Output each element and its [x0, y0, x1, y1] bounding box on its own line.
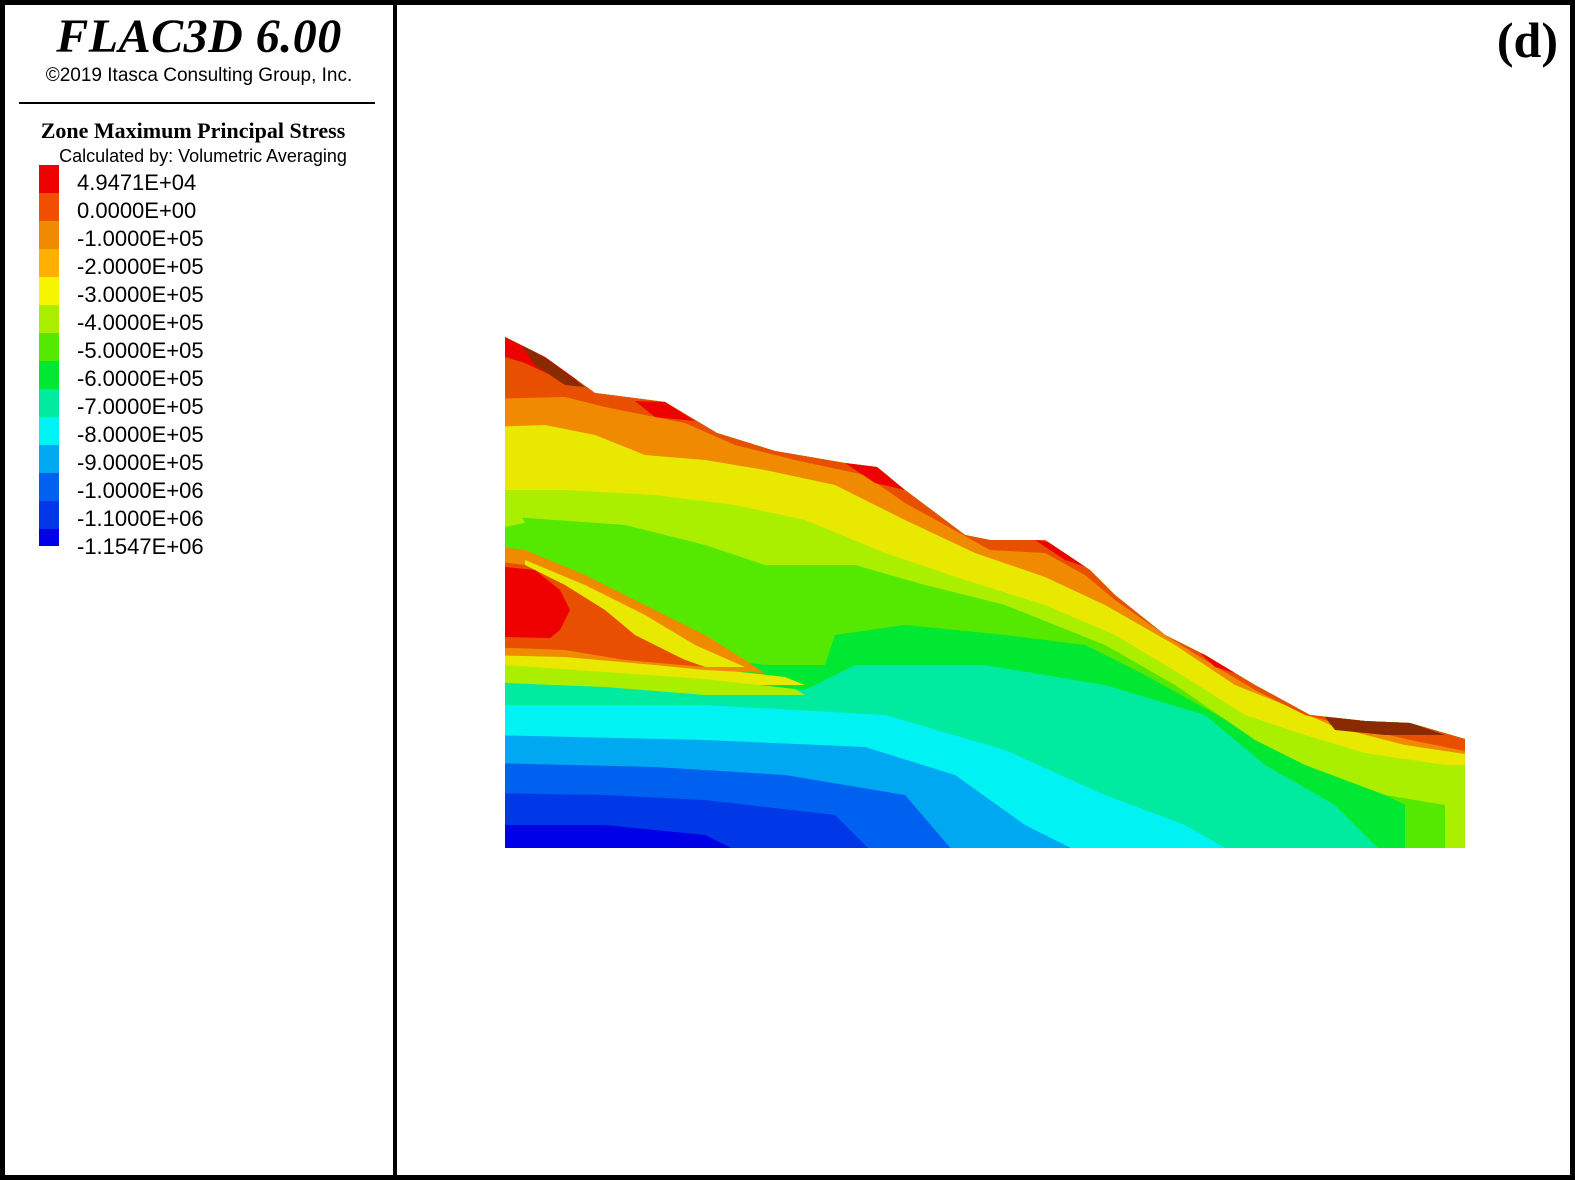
legend-label: -2.0000E+05: [77, 254, 204, 279]
legend-label: 4.9471E+04: [77, 170, 197, 195]
legend-label: -6.0000E+05: [77, 366, 204, 391]
legend-swatch: [39, 417, 59, 445]
app-title: FLAC3D 6.00: [56, 10, 342, 63]
panel-label: (d): [1496, 12, 1558, 68]
legend-swatch: [39, 361, 59, 389]
legend-swatch: [39, 165, 59, 193]
legend-swatch: [39, 221, 59, 249]
legend-label: -9.0000E+05: [77, 450, 204, 475]
band-left-red: [505, 565, 570, 638]
legend-swatch: [39, 501, 59, 529]
title-divider: [19, 102, 375, 104]
legend-label: -3.0000E+05: [77, 282, 204, 307]
legend-label: -5.0000E+05: [77, 338, 204, 363]
copyright-text: ©2019 Itasca Consulting Group, Inc.: [45, 65, 353, 86]
legend-swatch: [39, 249, 59, 277]
legend-swatch: [39, 333, 59, 361]
calculation-method: Calculated by: Volumetric Averaging: [59, 146, 347, 166]
band-lime-fleck: [505, 510, 525, 527]
legend-swatch: [39, 445, 59, 473]
legend-labels: 4.9471E+04 0.0000E+00 -1.0000E+05 -2.0000E+…: [77, 169, 377, 561]
stress-contour-plot: [505, 337, 1465, 848]
band-surface-red-5: [1200, 653, 1235, 673]
legend-label: -1.1547E+06: [77, 534, 204, 559]
legend-label: 0.0000E+00: [77, 198, 197, 223]
legend-panel: FLAC3D 6.00 ©2019 Itasca Consulting Grou…: [5, 5, 397, 1175]
legend-label: -8.0000E+05: [77, 422, 204, 447]
legend-label: -1.0000E+06: [77, 478, 204, 503]
legend-swatch: [39, 193, 59, 221]
legend-swatch: [39, 473, 59, 501]
band-lime-strip: [505, 665, 805, 695]
legend-swatch: [39, 389, 59, 417]
band-left-yellow: [525, 560, 745, 667]
legend-label: -1.0000E+05: [77, 226, 204, 251]
legend-swatch: [39, 277, 59, 305]
legend-swatch: [39, 529, 59, 546]
band-yellow-strip: [505, 651, 805, 685]
legend-label: -7.0000E+05: [77, 394, 204, 419]
legend-color-bar: [39, 165, 59, 562]
legend-label: -4.0000E+05: [77, 310, 204, 335]
band-aqua-pocket: [1075, 725, 1175, 757]
band-surface-dark-2: [1325, 717, 1445, 735]
legend-label: -1.1000E+06: [77, 506, 204, 531]
band-surface-red-2: [635, 401, 695, 421]
band-surface-dark-1: [520, 343, 585, 387]
contour-bands: [505, 337, 1465, 848]
contour-title: Zone Maximum Principal Stress: [40, 118, 346, 143]
model-view-panel: (d): [397, 5, 1570, 1175]
band-surface-red-3: [845, 463, 905, 490]
legend-swatch: [39, 305, 59, 333]
